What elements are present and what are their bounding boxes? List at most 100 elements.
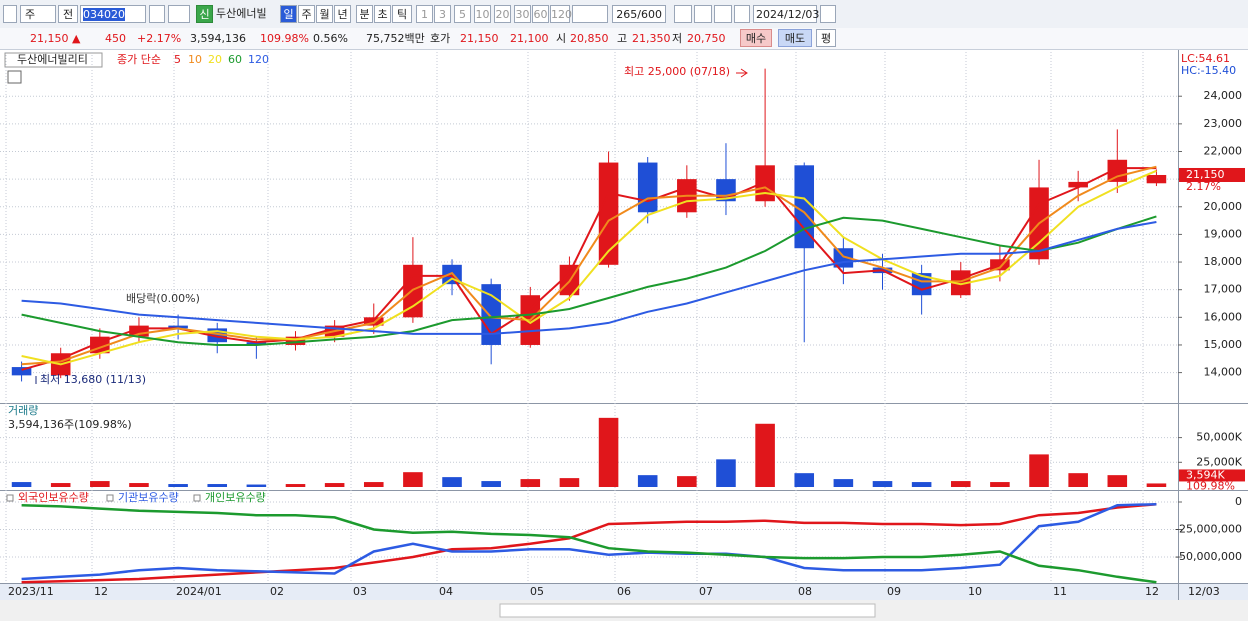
search-button[interactable]	[149, 5, 165, 23]
volume-bar	[950, 481, 971, 487]
code-input[interactable]: 034020	[80, 5, 146, 23]
interval-button[interactable]: 5	[454, 5, 471, 23]
x-tick-label: 10	[968, 585, 982, 598]
legend-title: 두산에너빌리티	[17, 53, 88, 66]
volume-bar	[1068, 473, 1088, 487]
last-date: 12/03	[1188, 585, 1220, 598]
ask: 21,150	[460, 32, 499, 45]
x-tick-label: 02	[270, 585, 284, 598]
interval-button[interactable]: 60	[532, 5, 549, 23]
scroll-track[interactable]	[499, 603, 876, 618]
interval-button[interactable]: 30	[514, 5, 531, 23]
y-tick-label: 19,000	[1204, 227, 1243, 240]
candle-body	[403, 264, 423, 318]
x-tick-label: 07	[699, 585, 713, 598]
period-button[interactable]: 주	[298, 5, 315, 23]
volume-bar	[794, 473, 815, 487]
candle-body	[1146, 174, 1167, 184]
annotation: 배당락(0.00%)	[126, 292, 200, 305]
volume-bar	[246, 484, 267, 487]
scope-button[interactable]: 전	[58, 5, 78, 23]
volume-bar	[598, 417, 619, 487]
ma-line	[21, 167, 1157, 371]
ma-line	[21, 165, 1157, 366]
stock-name: 두산에너빌	[216, 7, 267, 20]
code-text: 034020	[83, 8, 125, 21]
period-button[interactable]: 분	[356, 5, 373, 23]
tool-icon[interactable]	[714, 5, 732, 23]
legend-entry: 외국인보유수량	[18, 491, 89, 504]
buy-button[interactable]: 매수	[740, 29, 772, 47]
period-button[interactable]: 틱	[392, 5, 412, 23]
market-select[interactable]: 주	[20, 5, 56, 23]
count: 265/600	[612, 5, 666, 23]
volume-bar	[520, 479, 541, 487]
last-volume: 3,594K	[1186, 468, 1225, 481]
sound-button[interactable]	[168, 5, 190, 23]
period-button[interactable]: 초	[374, 5, 391, 23]
legend-swatch	[106, 494, 114, 502]
sell-button[interactable]: 매도	[778, 29, 812, 47]
y-tick-label: 14,000	[1204, 366, 1243, 379]
interval-button[interactable]: 1	[416, 5, 433, 23]
x-tick-label: 06	[617, 585, 631, 598]
annotation: 최고 25,000 (07/18)	[624, 65, 730, 78]
legend-swatch	[193, 494, 201, 502]
high: 21,350	[632, 32, 671, 45]
quote-bar	[0, 28, 1248, 50]
period-button[interactable]: 월	[316, 5, 333, 23]
interval-button[interactable]: 3	[434, 5, 451, 23]
annotation: 최저 13,680 (11/13)	[40, 373, 146, 386]
volume-bar	[1107, 475, 1128, 487]
volume: 3,594,136	[190, 32, 246, 45]
interval-button[interactable]: 10	[474, 5, 491, 23]
volume-bar	[207, 484, 228, 487]
last-change: 2.17%	[1186, 180, 1221, 193]
menu-icon[interactable]	[3, 5, 17, 23]
right-axis-bg	[1178, 50, 1248, 600]
volume-bar	[637, 475, 658, 487]
open: 20,850	[570, 32, 609, 45]
candle-body	[637, 162, 658, 213]
volume-bar	[911, 482, 932, 487]
legend-entry: 60	[228, 53, 242, 66]
ma-line	[21, 221, 1157, 335]
x-tick-label: 05	[530, 585, 544, 598]
x-tick-label: 08	[798, 585, 812, 598]
volume-ratio: 109.98%	[260, 32, 309, 45]
candle-body	[363, 317, 384, 326]
table-icon[interactable]	[7, 70, 22, 84]
last-price: 21,150	[1186, 168, 1225, 181]
last-ratio: 109.98%	[1186, 479, 1235, 492]
legend-box	[4, 52, 103, 68]
volume-bar	[833, 479, 854, 487]
low: 20,750	[687, 32, 726, 45]
turnover: 0.56%	[313, 32, 348, 45]
settings-icon[interactable]	[734, 5, 750, 23]
tool-icon[interactable]	[694, 5, 712, 23]
interval-button[interactable]: 20	[494, 5, 511, 23]
candle-body	[285, 336, 306, 345]
amount: 75,752백만	[366, 32, 425, 45]
volume-subtitle: 3,594,136주(109.98%)	[8, 418, 132, 431]
lc-label: LC:54.61	[1181, 52, 1230, 65]
y-tick-label: 16,000	[1204, 310, 1243, 323]
tool-icon[interactable]	[674, 5, 692, 23]
candle-body	[11, 367, 32, 376]
volume-bar	[324, 483, 345, 487]
x-tick-label: 12	[94, 585, 108, 598]
legend-entry: 기관보유수량	[118, 491, 179, 504]
legend-entry: 20	[208, 53, 222, 66]
period-button[interactable]: 일	[280, 5, 297, 23]
legend-entry: 5	[174, 53, 181, 66]
y-tick-label: 23,000	[1204, 117, 1243, 130]
period-button[interactable]: 년	[334, 5, 351, 23]
empty-select[interactable]	[572, 5, 608, 23]
interval-button[interactable]: 120	[550, 5, 572, 23]
avg-button[interactable]: 평	[816, 29, 836, 47]
hc-label: HC:-15.40	[1181, 64, 1236, 77]
date-input[interactable]: 2024/12/03	[753, 5, 819, 23]
calendar-icon[interactable]	[820, 5, 836, 23]
